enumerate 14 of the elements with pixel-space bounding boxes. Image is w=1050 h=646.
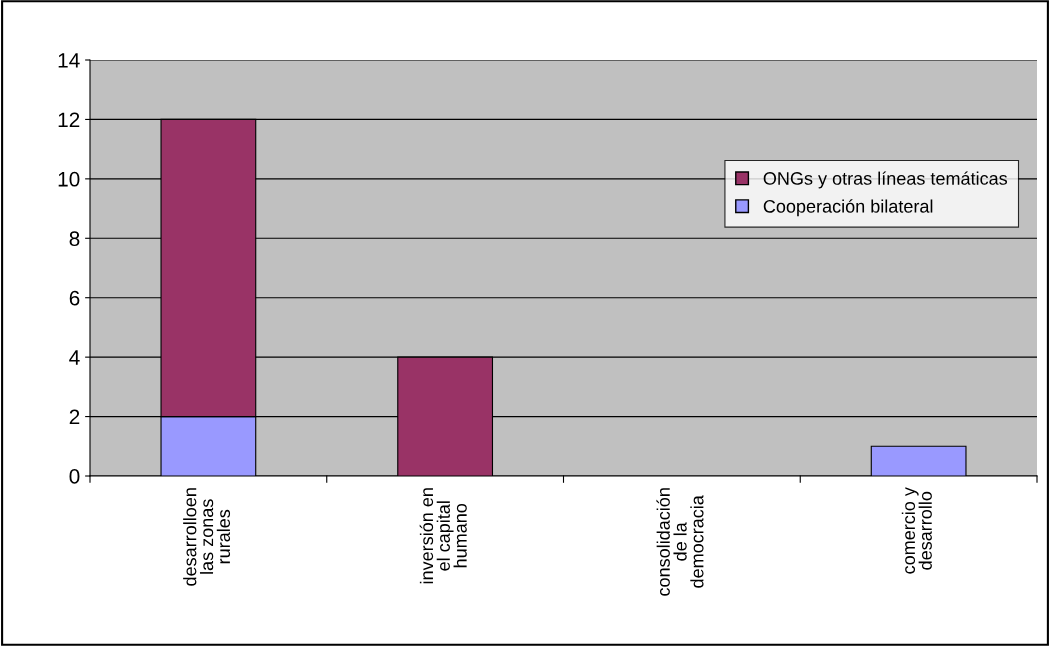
x-tick-label: desarrolloen las zonas rurales [183, 488, 231, 586]
legend-label: Cooperación bilateral [763, 199, 933, 217]
x-tick-label: inversión en el capital humano [419, 488, 467, 584]
x-tick-label: consolidación de la democracia [656, 488, 704, 596]
y-tick-label: 2 [69, 409, 80, 425]
y-tick-label: 6 [69, 290, 80, 306]
y-tick-label: 12 [58, 112, 80, 127]
y-tick-label: 0 [69, 469, 80, 484]
y-tick-label: 4 [69, 350, 80, 365]
y-tick-label: 8 [69, 231, 80, 247]
legend-label: ONGs y otras líneas temáticas [763, 171, 1008, 189]
x-tick-label: comercio y desarrollo [901, 487, 932, 574]
y-tick-label: 14 [58, 53, 80, 68]
y-tick-label: 10 [58, 171, 80, 187]
